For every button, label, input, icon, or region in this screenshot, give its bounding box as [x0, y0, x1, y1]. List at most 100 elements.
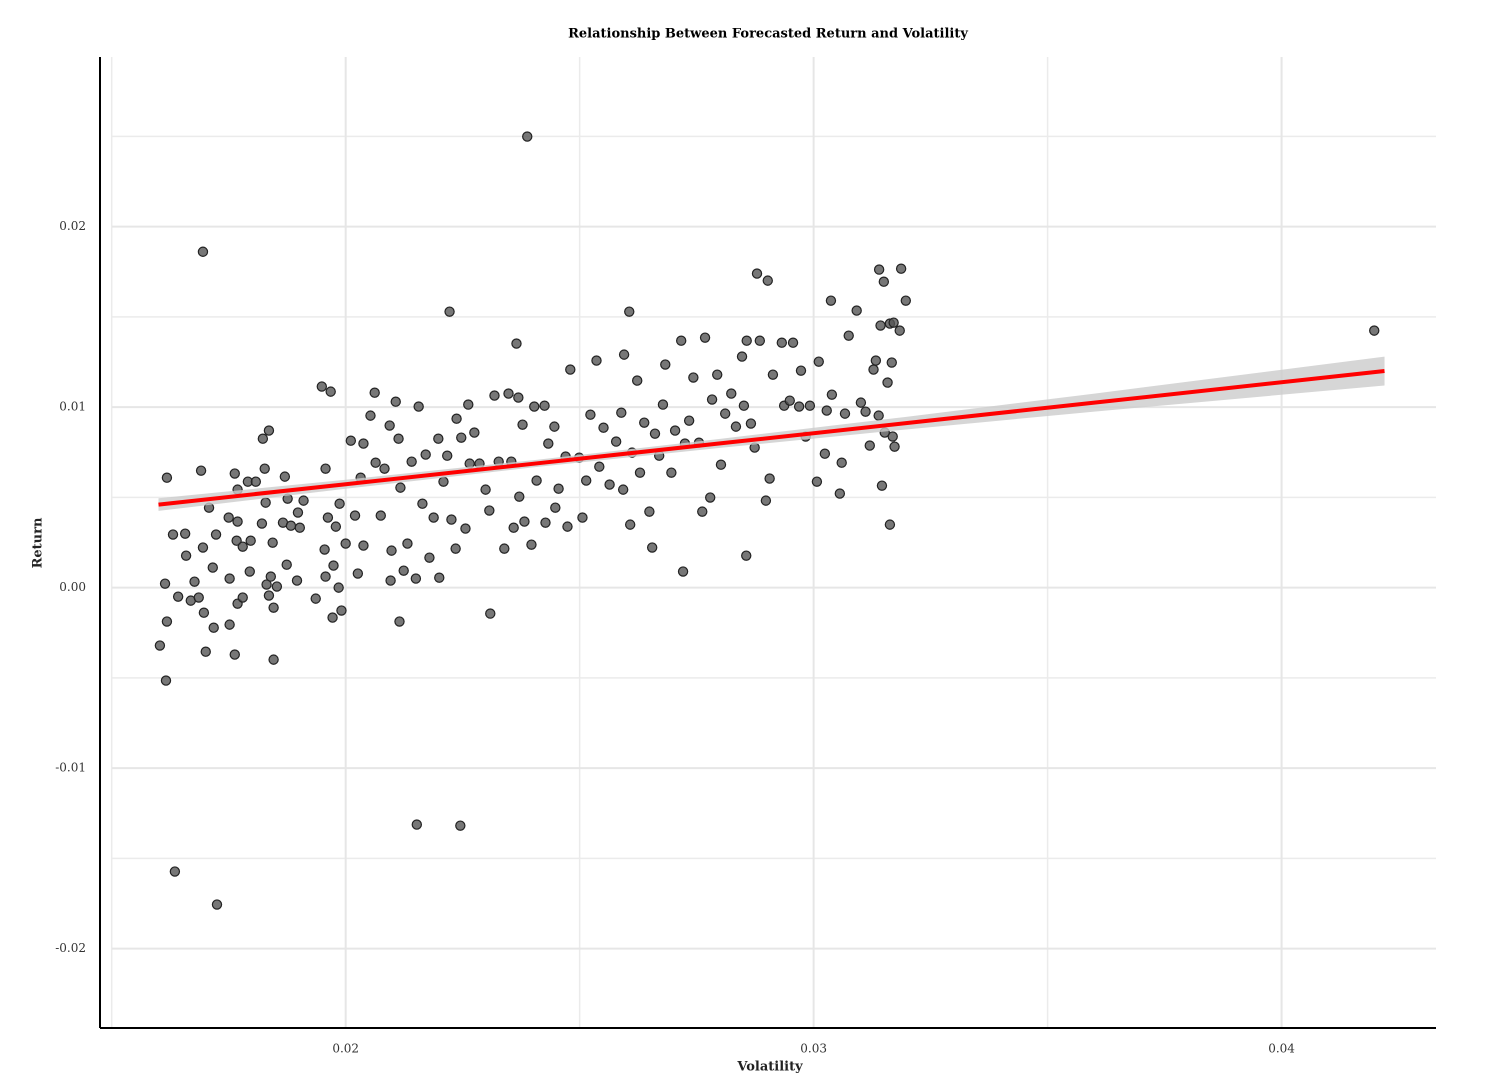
point	[469, 427, 480, 438]
confidence-band	[158, 356, 1385, 511]
point	[762, 275, 773, 286]
point	[224, 619, 235, 630]
point	[511, 338, 522, 349]
point	[417, 498, 428, 509]
point	[197, 542, 209, 553]
point	[821, 405, 832, 416]
point	[263, 425, 275, 436]
point	[169, 866, 181, 877]
point	[259, 463, 270, 474]
point	[697, 506, 708, 517]
point	[819, 448, 831, 459]
y-axis-label: Return	[31, 517, 46, 568]
point	[540, 517, 551, 528]
point	[634, 467, 646, 478]
point	[265, 571, 277, 582]
point	[795, 365, 807, 376]
point	[224, 573, 235, 584]
point	[450, 543, 461, 554]
point	[223, 512, 234, 523]
point	[875, 320, 886, 331]
point	[281, 559, 292, 570]
y-tick-label: 0.02	[59, 219, 86, 233]
point	[610, 436, 622, 447]
point	[677, 566, 689, 577]
point	[420, 449, 431, 460]
point	[208, 622, 219, 633]
point	[736, 351, 748, 362]
chart-title: Relationship Between Forecasted Return a…	[568, 27, 968, 42]
point	[754, 335, 766, 346]
point	[197, 246, 209, 257]
point	[370, 457, 381, 468]
point	[394, 616, 405, 627]
point	[349, 510, 361, 521]
point	[873, 410, 884, 421]
point	[639, 417, 650, 428]
point	[375, 510, 386, 521]
x-tick-label: 0.02	[332, 1042, 359, 1056]
point	[316, 381, 328, 392]
point	[793, 401, 805, 412]
point	[260, 497, 271, 508]
point	[298, 495, 309, 506]
point	[660, 359, 671, 370]
point	[294, 522, 306, 533]
point	[271, 581, 283, 592]
point	[699, 332, 711, 343]
point	[813, 356, 824, 367]
point	[456, 432, 467, 443]
point	[738, 400, 750, 411]
point	[562, 521, 573, 532]
point	[715, 459, 727, 470]
point	[811, 476, 823, 487]
point	[513, 392, 524, 403]
point	[804, 400, 816, 411]
point	[741, 335, 752, 346]
point	[522, 131, 533, 142]
point	[489, 390, 500, 401]
point	[517, 419, 528, 430]
point	[398, 565, 409, 576]
point	[463, 399, 474, 410]
point	[646, 542, 658, 553]
point	[406, 456, 417, 467]
point	[839, 408, 851, 419]
point	[834, 488, 846, 499]
point	[256, 518, 268, 529]
x-tick-label: 0.04	[1268, 1042, 1295, 1056]
point	[745, 418, 757, 429]
point	[886, 357, 897, 368]
point	[868, 364, 879, 375]
point	[730, 421, 742, 432]
point	[292, 507, 304, 518]
point	[591, 355, 602, 366]
point	[484, 505, 495, 516]
point	[624, 519, 636, 530]
point	[889, 441, 900, 452]
point	[333, 582, 344, 593]
point	[499, 543, 510, 554]
point	[340, 538, 351, 549]
point	[195, 465, 207, 476]
point	[585, 409, 596, 420]
point	[200, 646, 211, 657]
point	[460, 523, 471, 534]
point	[358, 438, 369, 449]
point	[345, 435, 357, 446]
point	[751, 268, 763, 279]
point	[211, 899, 223, 910]
point	[390, 396, 401, 407]
point	[836, 457, 847, 468]
point	[319, 544, 330, 555]
point	[385, 575, 396, 586]
point	[352, 568, 364, 579]
point	[198, 607, 210, 618]
point	[760, 495, 772, 506]
point	[231, 535, 242, 546]
point	[895, 263, 907, 274]
y-tick-label: 0.00	[59, 580, 86, 594]
point	[825, 295, 837, 306]
point	[683, 415, 695, 426]
point	[250, 476, 262, 487]
